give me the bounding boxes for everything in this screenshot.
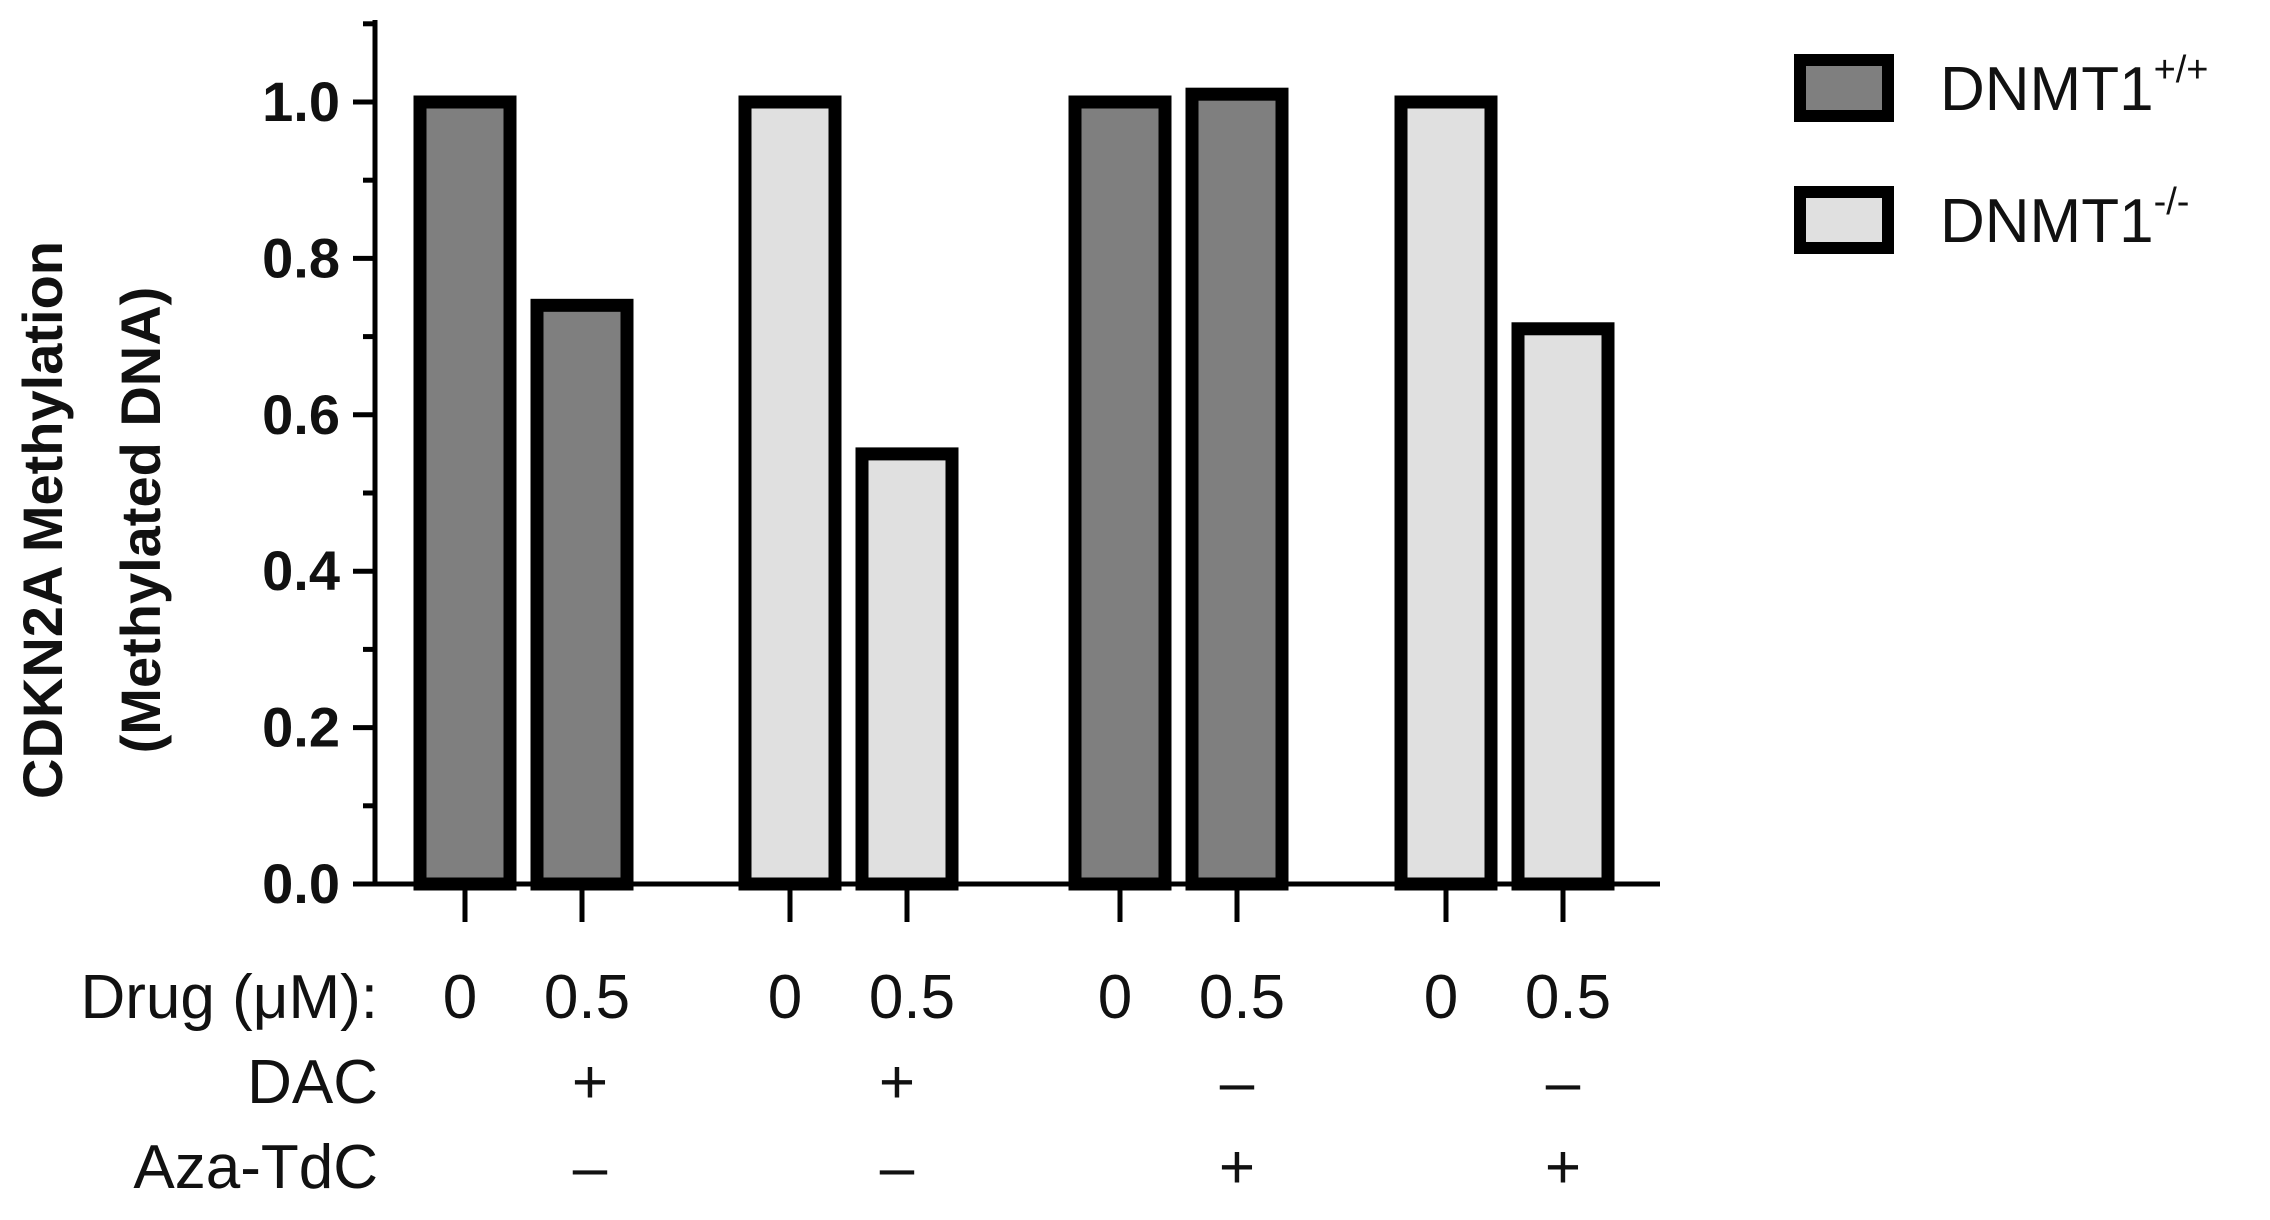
dose-label: 0 bbox=[1098, 963, 1132, 1032]
dac-sign: – bbox=[1220, 1048, 1255, 1117]
aza-sign: – bbox=[573, 1133, 608, 1202]
y-tick-label: 0.2 bbox=[262, 696, 340, 759]
dac-sign: + bbox=[879, 1048, 915, 1117]
dose-label: 0 bbox=[1424, 963, 1458, 1032]
y-tick-label: 1.0 bbox=[262, 70, 340, 133]
bar-6 bbox=[1185, 87, 1289, 891]
dose-label: 0 bbox=[768, 963, 802, 1032]
aza-sign: – bbox=[880, 1133, 915, 1202]
dose-label: 0.5 bbox=[1525, 963, 1611, 1032]
dose-label: 0.5 bbox=[869, 963, 955, 1032]
legend-swatch-1 bbox=[1794, 54, 1894, 122]
aza-sign: + bbox=[1219, 1133, 1255, 1202]
bar-2 bbox=[530, 298, 634, 891]
y-tick-label: 0.4 bbox=[262, 539, 340, 602]
dac-sign: – bbox=[1546, 1048, 1581, 1117]
aza-sign: + bbox=[1545, 1133, 1581, 1202]
legend-label-1: DNMT1+/+ bbox=[1940, 49, 2209, 124]
legend-swatch-2 bbox=[1794, 186, 1894, 254]
dose-label: 0.5 bbox=[544, 963, 630, 1032]
drug-row-label: Drug (μM): bbox=[81, 963, 379, 1032]
dose-label: 0 bbox=[443, 963, 477, 1032]
y-tick-label: 0.8 bbox=[262, 226, 340, 289]
dose-label: 0.5 bbox=[1199, 963, 1285, 1032]
bars-layer bbox=[413, 87, 1615, 891]
y-axis-title-line2: (Methylated DNA) bbox=[109, 287, 172, 754]
legend-superscript: +/+ bbox=[2154, 49, 2209, 91]
dac-row-label: DAC bbox=[247, 1048, 378, 1117]
y-axis: 0.0 0.2 0.4 0.6 0.8 1.0 bbox=[262, 20, 378, 915]
y-axis-title: CDKN2A Methylation (Methylated DNA) bbox=[11, 241, 172, 799]
y-tick-label: 0.0 bbox=[262, 852, 340, 915]
bar-4 bbox=[855, 447, 959, 891]
bar-5 bbox=[1068, 95, 1172, 891]
legend: DNMT1+/+ DNMT1-/- bbox=[1794, 49, 2209, 256]
bar-8 bbox=[1511, 322, 1615, 891]
x-axis bbox=[373, 881, 1660, 922]
bar-1 bbox=[413, 95, 517, 891]
legend-superscript: -/- bbox=[2154, 181, 2190, 223]
legend-label-2: DNMT1-/- bbox=[1940, 181, 2189, 256]
y-tick-label: 0.6 bbox=[262, 383, 340, 446]
bar-7 bbox=[1394, 95, 1498, 891]
y-axis-title-line1: CDKN2A Methylation bbox=[11, 241, 74, 799]
bar-3 bbox=[738, 95, 842, 891]
condition-rows: Drug (μM): DAC Aza-TdC 0 0.5 0 0.5 0 0.5 0 0.5 + – + –… bbox=[81, 963, 1612, 1202]
dac-sign: + bbox=[572, 1048, 608, 1117]
aza-row-label: Aza-TdC bbox=[133, 1133, 378, 1202]
